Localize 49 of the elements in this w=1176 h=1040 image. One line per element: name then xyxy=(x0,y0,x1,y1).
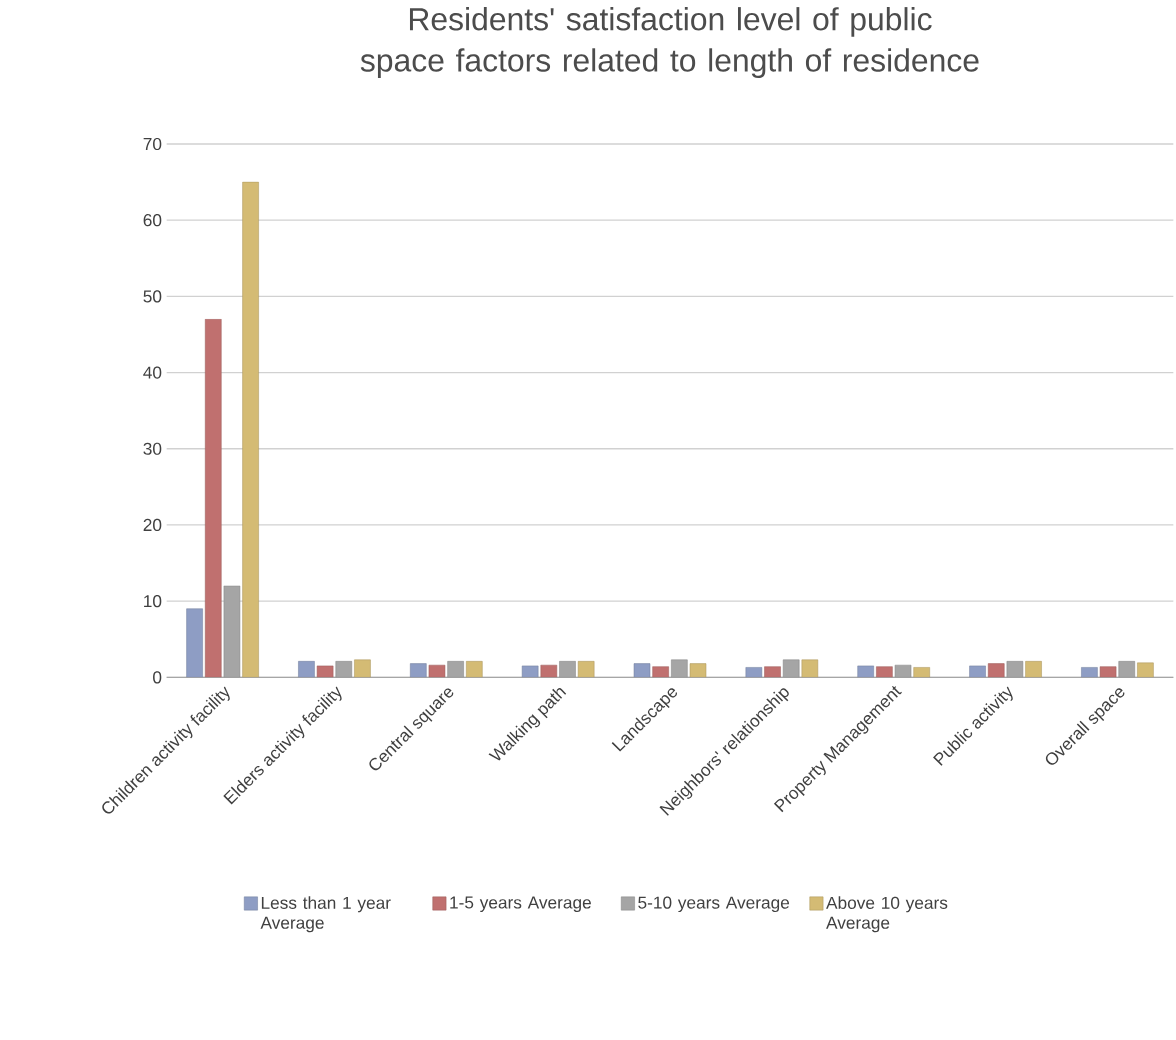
y-tick-label: 30 xyxy=(143,442,162,455)
y-tick-label: 70 xyxy=(143,137,162,151)
bar xyxy=(671,659,688,678)
legend-label: 1-5 years Average xyxy=(450,896,591,913)
bar xyxy=(1099,666,1117,678)
y-tick-label: 60 xyxy=(143,214,162,227)
bar xyxy=(969,665,986,678)
bar xyxy=(1025,661,1042,678)
legend-label: Less than 1 year Average xyxy=(260,896,391,933)
bar xyxy=(521,665,539,678)
bar xyxy=(913,667,930,678)
bar xyxy=(894,664,912,678)
bar xyxy=(428,664,446,678)
bar xyxy=(559,661,576,678)
legend-label: 5-10 years Average xyxy=(638,896,790,913)
bar xyxy=(186,608,203,678)
bar xyxy=(745,667,763,678)
bar xyxy=(633,663,651,678)
bar xyxy=(540,664,558,678)
y-tick-label: 20 xyxy=(143,518,162,532)
bar xyxy=(857,665,874,678)
y-tick-label: 0 xyxy=(153,671,162,684)
bar xyxy=(1118,661,1136,678)
bar xyxy=(876,666,893,678)
bar xyxy=(447,661,464,678)
y-tick-label: 50 xyxy=(143,290,162,303)
y-tick-label: 40 xyxy=(143,366,162,379)
bar xyxy=(689,663,707,678)
bar xyxy=(466,661,483,678)
bar xyxy=(335,661,353,678)
bar xyxy=(354,659,371,678)
chart-title: Residents' satisfaction level of public space factors related to length of residence xyxy=(360,7,979,79)
bar xyxy=(1081,667,1098,678)
bar xyxy=(410,663,427,678)
bar xyxy=(204,318,222,678)
bar xyxy=(652,666,669,678)
bar xyxy=(577,661,595,678)
bar xyxy=(782,659,800,678)
bar xyxy=(298,661,315,678)
y-tick-label: 10 xyxy=(144,595,162,608)
bar xyxy=(316,665,334,678)
bar xyxy=(987,663,1005,678)
bar xyxy=(801,659,819,678)
bar xyxy=(1137,662,1154,678)
bar xyxy=(764,666,781,678)
legend-label: Above 10 years Average xyxy=(826,896,948,933)
bar xyxy=(223,585,241,678)
bar xyxy=(1006,661,1024,678)
bar xyxy=(242,181,259,678)
